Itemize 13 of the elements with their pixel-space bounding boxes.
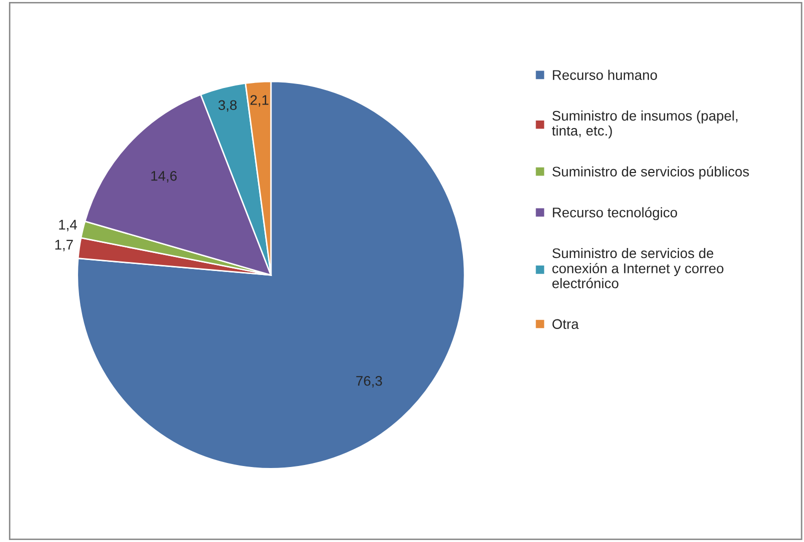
- legend-label: Suministro de servicios de conexión a Internet y correo electrónico: [552, 248, 724, 288]
- data-label: 76,3: [356, 376, 382, 388]
- data-label: 14,6: [151, 170, 177, 182]
- data-label: 2,1: [250, 95, 268, 107]
- data-label: 3,8: [218, 100, 237, 112]
- pie-slice: [76, 80, 466, 470]
- legend-label: Otra: [552, 319, 579, 329]
- data-label: 1,4: [59, 220, 77, 232]
- legend-label: Recurso tecnológico: [552, 207, 678, 220]
- data-label: 1,7: [55, 240, 73, 252]
- legend-label: Suministro de servicios públicos: [552, 166, 749, 180]
- legend-label: Suministro de insumos (papel, tinta, etc.): [552, 110, 738, 138]
- legend-label: Recurso humano: [552, 70, 657, 80]
